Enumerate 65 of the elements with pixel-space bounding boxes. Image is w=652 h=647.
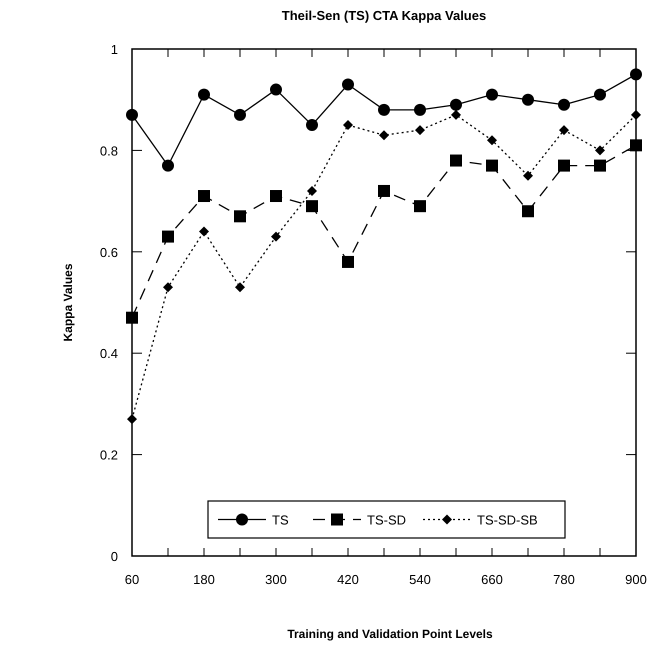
point xyxy=(631,110,641,120)
chart-title: Theil-Sen (TS) CTA Kappa Values xyxy=(282,8,486,23)
point xyxy=(450,154,462,167)
point xyxy=(630,139,642,152)
point xyxy=(271,232,281,242)
point xyxy=(127,414,137,424)
point xyxy=(126,108,138,121)
point xyxy=(486,160,498,172)
point xyxy=(378,184,390,197)
point xyxy=(451,110,461,120)
y-tick-label: 1 xyxy=(110,42,118,57)
point xyxy=(415,125,425,136)
point xyxy=(162,230,174,243)
y-tick-label: 0.4 xyxy=(100,346,118,362)
point xyxy=(558,160,570,172)
point xyxy=(450,98,462,111)
point xyxy=(306,200,318,212)
y-tick-label: 0 xyxy=(110,549,118,564)
point xyxy=(198,190,210,202)
point xyxy=(307,186,317,196)
point xyxy=(378,104,390,116)
point xyxy=(343,120,353,130)
x-tick-label: 60 xyxy=(124,572,140,587)
y-tick-label: 0.8 xyxy=(100,143,118,158)
x-tick-label: 900 xyxy=(625,572,647,587)
point xyxy=(487,135,497,146)
point xyxy=(199,226,209,237)
x-tick-label: 420 xyxy=(337,572,359,587)
point xyxy=(198,88,210,101)
point xyxy=(306,119,318,132)
point xyxy=(558,98,570,111)
point xyxy=(595,145,605,156)
point xyxy=(270,190,282,202)
point xyxy=(234,108,246,121)
point xyxy=(414,200,426,212)
y-tick-label: 0.6 xyxy=(100,244,118,260)
point xyxy=(522,205,534,218)
legend-label: TS-SD xyxy=(367,512,406,528)
x-tick-label: 780 xyxy=(553,572,575,587)
x-tick-label: 660 xyxy=(481,572,503,587)
y-axis-title: Kappa Values xyxy=(61,263,75,342)
x-tick-label: 180 xyxy=(193,572,215,587)
point xyxy=(559,125,569,136)
point xyxy=(234,210,246,222)
point xyxy=(163,282,173,292)
point xyxy=(630,68,642,80)
point xyxy=(126,312,138,324)
x-tick-label: 300 xyxy=(265,572,287,587)
y-tick-label: 0.2 xyxy=(100,448,118,463)
point xyxy=(270,84,282,96)
point xyxy=(523,170,533,181)
point xyxy=(414,104,426,116)
point xyxy=(162,160,174,172)
point xyxy=(486,88,498,101)
point xyxy=(379,130,389,140)
point xyxy=(342,78,354,90)
x-axis-title: Training and Validation Point Levels xyxy=(287,627,494,641)
legend-label: TS-SD-SB xyxy=(477,512,538,528)
point xyxy=(235,282,245,292)
x-tick-label: 540 xyxy=(409,572,431,587)
point xyxy=(522,94,534,106)
point xyxy=(342,256,354,268)
point xyxy=(594,160,606,172)
legend-label: TS xyxy=(272,512,289,528)
point xyxy=(594,88,606,101)
